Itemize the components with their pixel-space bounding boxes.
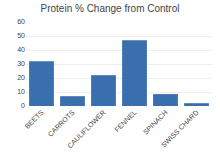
svg-text:30: 30 [17, 60, 25, 67]
svg-text:40: 40 [17, 46, 25, 53]
svg-text:20: 20 [17, 74, 25, 81]
svg-text:BEETS: BEETS [24, 108, 45, 129]
svg-text:10: 10 [17, 88, 25, 95]
svg-text:0: 0 [21, 102, 25, 109]
svg-text:FENNEL: FENNEL [113, 109, 138, 134]
svg-text:SWISS CHARD: SWISS CHARD [160, 109, 200, 149]
svg-text:SPINACH: SPINACH [142, 109, 169, 136]
svg-text:CARROTS: CARROTS [47, 109, 76, 138]
svg-text:Protein % Change from Control: Protein % Change from Control [41, 3, 180, 14]
svg-text:60: 60 [17, 18, 25, 25]
svg-text:CAULIFLOWER: CAULIFLOWER [66, 109, 107, 150]
svg-text:50: 50 [17, 32, 25, 39]
